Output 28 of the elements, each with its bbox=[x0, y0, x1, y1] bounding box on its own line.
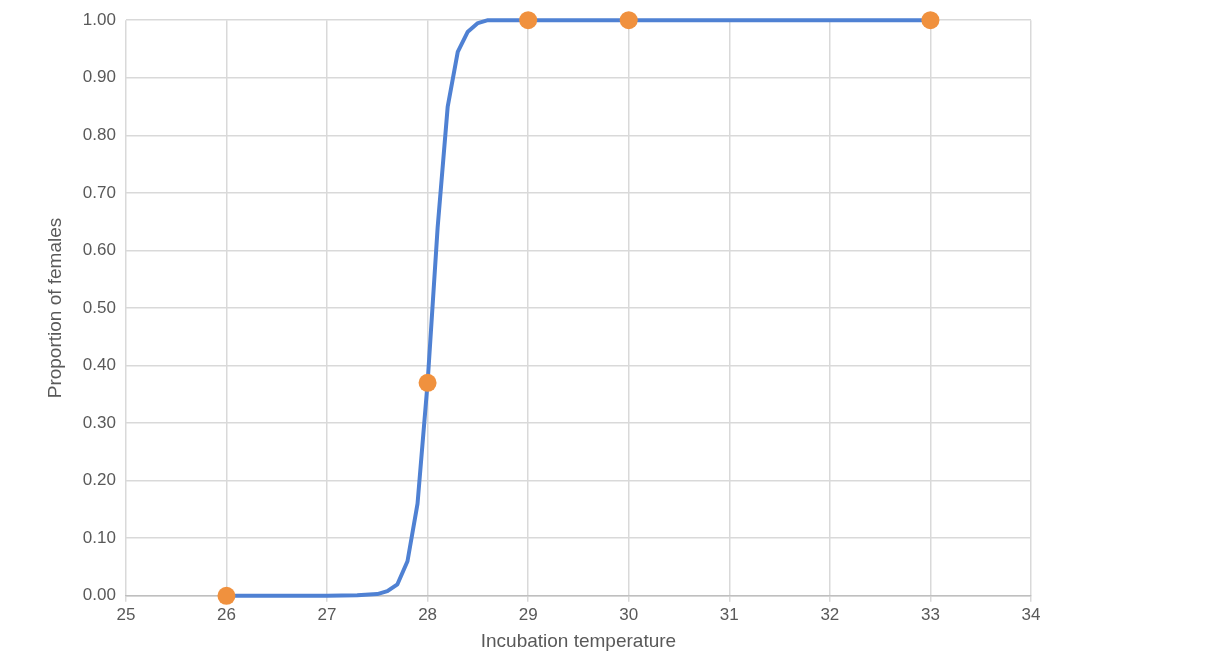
y-tick-label: 0.30 bbox=[82, 412, 116, 432]
x-tick-label: 30 bbox=[619, 604, 639, 624]
x-tick-label: 26 bbox=[216, 604, 236, 624]
point bbox=[921, 11, 940, 30]
point bbox=[418, 373, 437, 392]
x-tick-label: 25 bbox=[116, 604, 136, 624]
y-tick-label: 0.90 bbox=[82, 67, 116, 87]
y-tick-label: 0.20 bbox=[82, 470, 116, 490]
y-tick-label: 0.70 bbox=[82, 182, 116, 202]
y-tick-label: 0.80 bbox=[82, 125, 116, 145]
x-tick-label: 33 bbox=[920, 604, 940, 624]
x-tick-label: 34 bbox=[1021, 604, 1041, 624]
y-tick-label: 0.40 bbox=[82, 355, 116, 375]
point bbox=[619, 11, 638, 30]
y-tick-label: 1.00 bbox=[82, 9, 116, 29]
point bbox=[217, 586, 236, 605]
y-tick-label: 0.10 bbox=[82, 527, 116, 547]
x-axis-title: Incubation temperature bbox=[480, 629, 677, 651]
x-tick-label: 31 bbox=[719, 604, 739, 624]
x-tick-label: 27 bbox=[317, 604, 337, 624]
y-tick-label: 0.00 bbox=[82, 585, 116, 605]
y-tick-label: 0.60 bbox=[82, 240, 116, 260]
y-axis-title: Proportion of females bbox=[43, 217, 65, 399]
x-tick-label: 32 bbox=[820, 604, 840, 624]
y-tick-label: 0.50 bbox=[82, 297, 116, 317]
x-tick-label: 29 bbox=[518, 604, 538, 624]
point bbox=[519, 11, 538, 30]
x-tick-label: 28 bbox=[418, 604, 438, 624]
